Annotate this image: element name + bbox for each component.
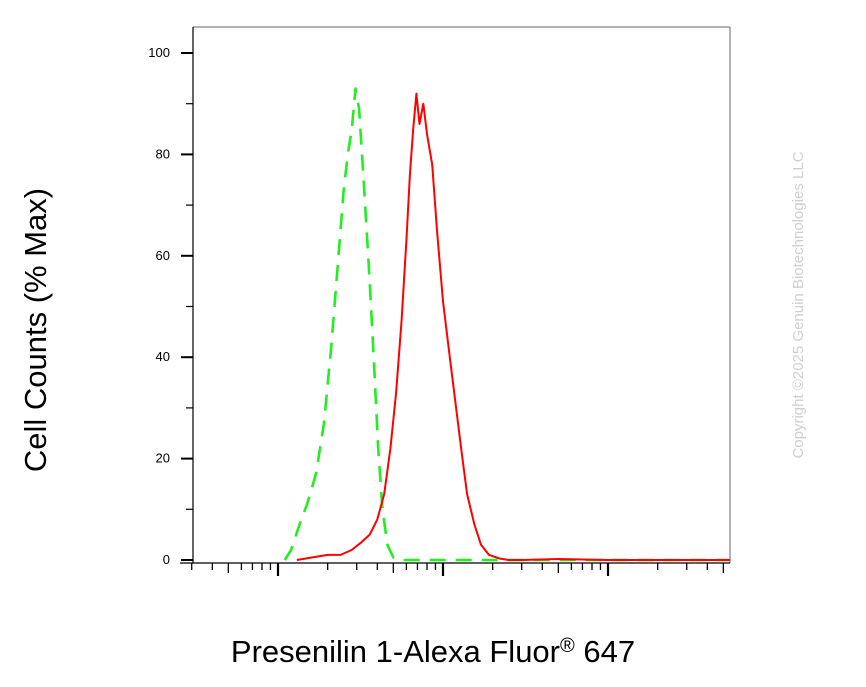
series-line-dashed (283, 87, 730, 562)
y-tick-label: 0 (163, 552, 170, 567)
y-tick-label: 80 (156, 146, 170, 161)
x-axis-label: Presenilin 1-Alexa Fluor® 647 (231, 634, 635, 669)
plot-frame (180, 26, 731, 564)
y-tick-label: 20 (156, 451, 170, 466)
x-axis-label-tail: 647 (575, 634, 635, 669)
y-tick-label: 60 (156, 248, 170, 263)
y-axis-label: Cell Counts (% Max) (18, 188, 53, 472)
series-layer (283, 87, 730, 562)
series-line-solid (296, 92, 730, 561)
x-axis-label-mark: ® (560, 635, 575, 657)
x-axis-ticks (191, 563, 724, 576)
y-tick-label: 40 (156, 349, 170, 364)
y-axis-ticks: 0 20 40 60 80 100 (148, 45, 193, 567)
copyright-watermark: Copyright ©2025 Genuin Biotechnologies L… (790, 151, 807, 458)
y-tick-label: 100 (148, 45, 170, 60)
x-axis-label-main: Presenilin 1-Alexa Fluor (231, 634, 560, 669)
